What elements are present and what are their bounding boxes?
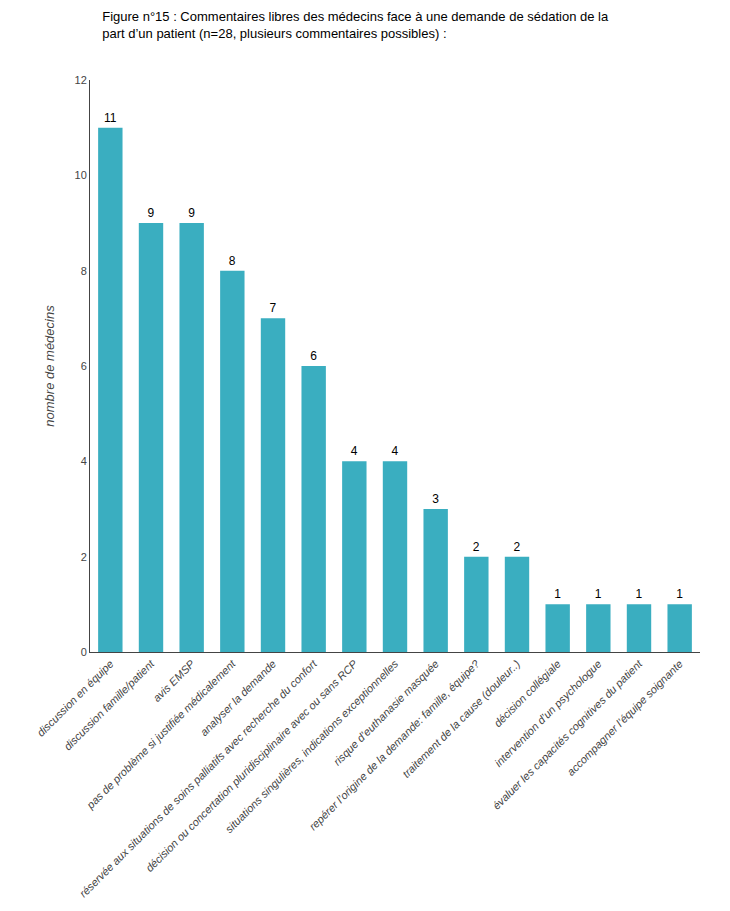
svg-text:analyser la demande: analyser la demande <box>198 658 279 739</box>
svg-text:Figure n°15 : Commentaires lib: Figure n°15 : Commentaires libres des mé… <box>102 9 609 41</box>
svg-text:2: 2 <box>514 540 521 554</box>
svg-text:4: 4 <box>81 455 87 467</box>
svg-text:4: 4 <box>351 444 358 458</box>
svg-text:décision ou concertation pluri: décision ou concertation pluridisciplina… <box>143 657 360 874</box>
svg-text:accompagner l’équipe soignante: accompagner l’équipe soignante <box>564 658 684 778</box>
svg-text:9: 9 <box>148 206 155 220</box>
svg-text:10: 10 <box>75 169 87 181</box>
svg-text:0: 0 <box>81 646 87 658</box>
svg-text:3: 3 <box>432 492 439 506</box>
svg-text:7: 7 <box>270 301 277 315</box>
svg-text:4: 4 <box>392 444 399 458</box>
svg-text:traitement de la cause (douleu: traitement de la cause (douleur..) <box>400 657 523 780</box>
svg-text:évaluer les capacités cognitiv: évaluer les capacités cognitives du pati… <box>490 657 645 812</box>
svg-text:8: 8 <box>81 265 87 277</box>
svg-text:décision collégiale: décision collégiale <box>491 658 563 730</box>
svg-text:discussion en équipe: discussion en équipe <box>34 658 115 739</box>
svg-text:pas de problème si justifiée m: pas de problème si justifiée médicalemen… <box>84 657 239 812</box>
svg-text:nombre de médecins: nombre de médecins <box>42 305 57 427</box>
svg-text:risque d’euthanasie masquée: risque d’euthanasie masquée <box>331 658 441 768</box>
svg-text:repérer l’origine de la demand: repérer l’origine de la demande: famille… <box>307 657 483 833</box>
svg-text:9: 9 <box>188 206 195 220</box>
svg-text:12: 12 <box>75 74 87 86</box>
svg-text:6: 6 <box>81 360 87 372</box>
svg-text:avis EMSP: avis EMSP <box>150 657 197 704</box>
svg-text:6: 6 <box>310 349 317 363</box>
svg-text:2: 2 <box>81 551 87 563</box>
svg-text:8: 8 <box>229 254 236 268</box>
svg-text:2: 2 <box>473 540 480 554</box>
svg-text:situations singulières, indica: situations singulières, indications exce… <box>223 657 401 835</box>
svg-text:11: 11 <box>104 111 117 125</box>
svg-text:intervention d’un psychologue: intervention d’un psychologue <box>492 658 603 769</box>
svg-text:réservée aux situations de soi: réservée aux situations de soins palliat… <box>77 657 320 900</box>
svg-text:1: 1 <box>554 587 561 601</box>
svg-text:1: 1 <box>676 587 683 601</box>
svg-text:discussion famille/patient: discussion famille/patient <box>61 657 157 753</box>
svg-text:1: 1 <box>636 587 643 601</box>
svg-text:1: 1 <box>595 587 602 601</box>
